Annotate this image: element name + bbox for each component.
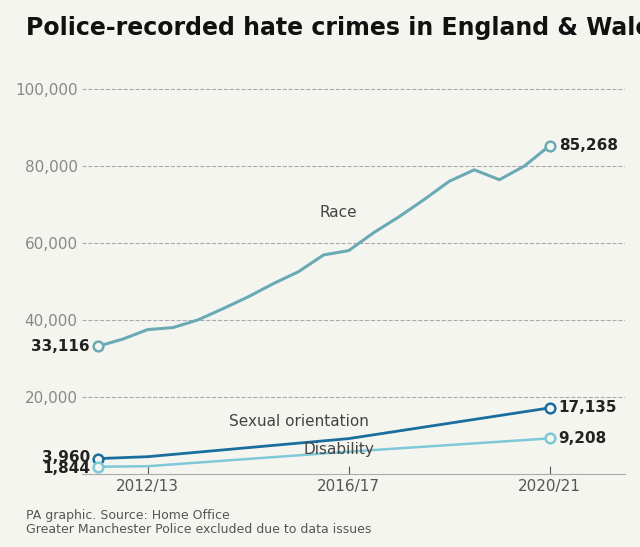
Text: PA graphic. Source: Home Office: PA graphic. Source: Home Office [26, 509, 229, 522]
Text: 85,268: 85,268 [559, 138, 618, 153]
Text: Race: Race [320, 205, 358, 219]
Text: 1,844: 1,844 [42, 461, 90, 476]
Text: Sexual orientation: Sexual orientation [228, 415, 369, 429]
Text: 9,208: 9,208 [559, 431, 607, 446]
Text: 33,116: 33,116 [31, 339, 90, 354]
Text: Disability: Disability [303, 443, 374, 457]
Text: 17,135: 17,135 [559, 400, 617, 415]
Text: 3,960: 3,960 [42, 450, 90, 464]
Text: Police-recorded hate crimes in England & Wales: Police-recorded hate crimes in England &… [26, 16, 640, 40]
Text: Greater Manchester Police excluded due to data issues: Greater Manchester Police excluded due t… [26, 523, 371, 536]
